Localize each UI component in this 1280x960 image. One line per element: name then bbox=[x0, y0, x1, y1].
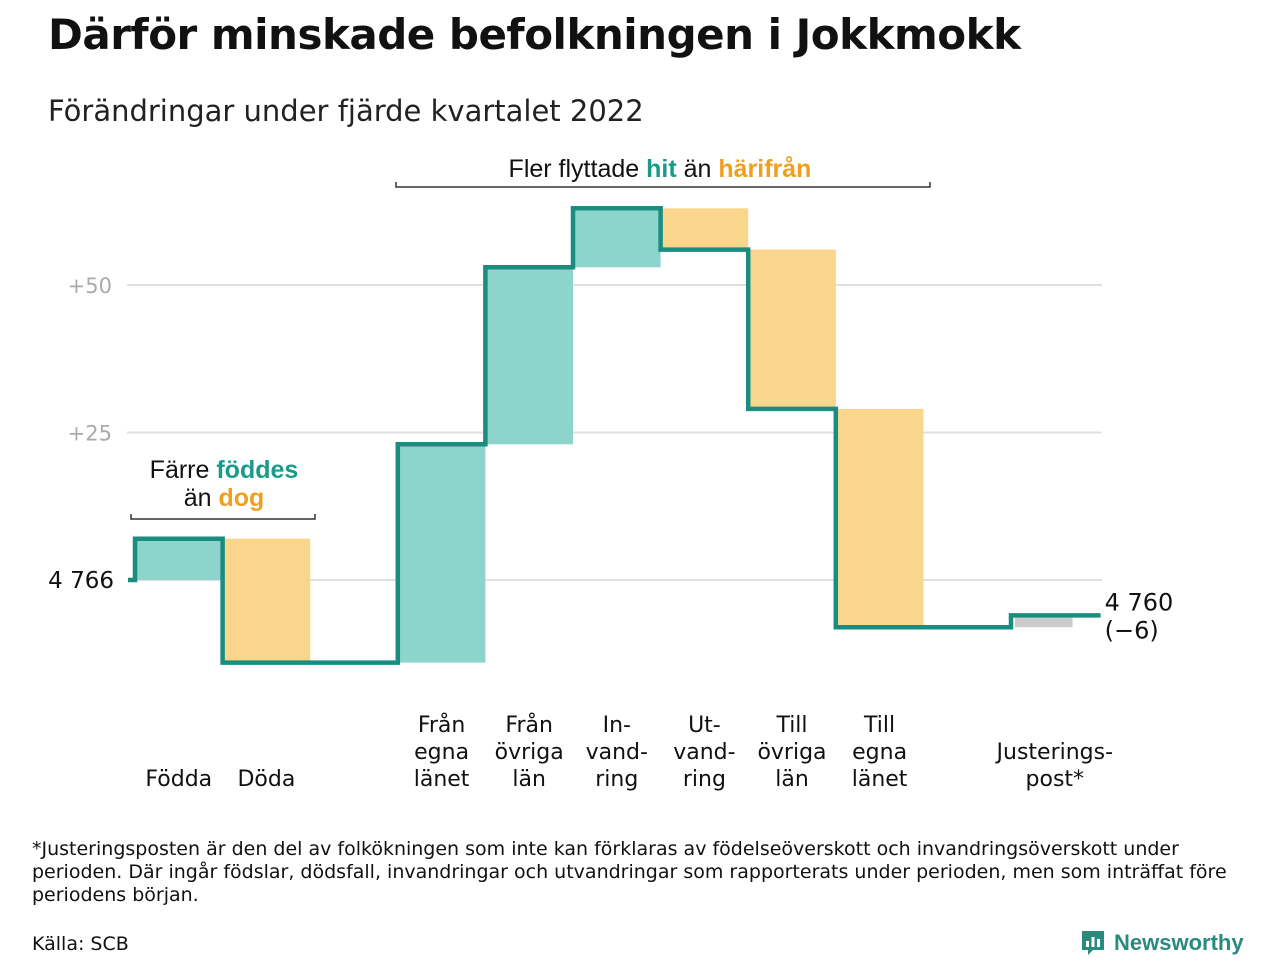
category-label: Till bbox=[863, 713, 895, 738]
category-label: egna bbox=[852, 740, 907, 765]
start-value-label: 4 766 bbox=[48, 568, 114, 594]
category-label: ring bbox=[595, 767, 638, 792]
bar-decrease bbox=[222, 538, 311, 663]
newsworthy-logo-icon bbox=[1082, 931, 1104, 955]
annotation-bracket bbox=[395, 182, 931, 188]
brand-name: Newsworthy bbox=[1114, 930, 1244, 955]
bar-increase bbox=[485, 267, 573, 445]
running-total-line bbox=[128, 206, 1101, 665]
annotation-text: än bbox=[677, 155, 719, 183]
bar-decrease bbox=[748, 249, 836, 409]
gridlines: +25 +50 bbox=[68, 274, 1102, 581]
bar-increase bbox=[135, 538, 223, 580]
migration-annotation: Fler flyttade hit än härifrån bbox=[395, 155, 931, 188]
category-label: Döda bbox=[237, 767, 295, 792]
category-label: post* bbox=[1026, 767, 1085, 792]
category-label: vand- bbox=[673, 740, 735, 765]
category-label: län bbox=[512, 767, 546, 792]
y-tick-label: +50 bbox=[68, 274, 112, 298]
category-label: In- bbox=[603, 713, 631, 738]
category-label: län bbox=[775, 767, 809, 792]
svg-text:Fler flyttade hit än härifrån: Fler flyttade hit än härifrån bbox=[509, 155, 812, 183]
annotation-text: Färre bbox=[150, 456, 217, 484]
category-label: Justerings- bbox=[995, 740, 1114, 765]
chart-subtitle: Förändringar under fjärde kvartalet 2022 bbox=[48, 94, 644, 128]
category-label: Födda bbox=[145, 767, 212, 792]
source-label: Källa: SCB bbox=[32, 933, 129, 955]
bar-increase bbox=[573, 208, 661, 268]
category-labels: Födda DödaFrånegnalänetFrånövrigalänIn-va… bbox=[145, 712, 1113, 792]
annotation-highlight-orange: härifrån bbox=[718, 155, 811, 183]
svg-text:Färre föddes: Färre föddes bbox=[150, 456, 299, 484]
category-label: länet bbox=[852, 767, 908, 792]
category-label: ring bbox=[683, 767, 726, 792]
category-label: vand- bbox=[586, 740, 648, 765]
waterfall-chart: +25+50 Födda DödaFrånegnalänetFrånövrigal… bbox=[48, 155, 1174, 792]
annotation-text: Fler flyttade bbox=[509, 155, 647, 183]
chart-title: Därför minskade befolkningen i Jokkmokk bbox=[48, 10, 1021, 59]
footnote: *Justeringsposten är den del av folkökni… bbox=[32, 838, 1227, 906]
bar-increase bbox=[397, 444, 486, 663]
category-label: länet bbox=[414, 767, 470, 792]
annotation-highlight-orange: dog bbox=[218, 484, 264, 512]
births-deaths-annotation: Färre föddes än dog bbox=[130, 456, 316, 520]
running-total-path bbox=[128, 206, 1101, 665]
category-label: Från bbox=[418, 712, 466, 738]
end-change-label: (−6) bbox=[1105, 616, 1159, 644]
bars bbox=[135, 208, 1073, 663]
annotation-highlight-teal: föddes bbox=[216, 456, 298, 484]
svg-text:än dog: än dog bbox=[184, 484, 265, 512]
end-value-label: 4 760 bbox=[1105, 588, 1174, 616]
bar-adjustment bbox=[1015, 615, 1073, 628]
category-label: egna bbox=[414, 740, 469, 765]
category-label: övriga bbox=[757, 740, 826, 765]
annotation-highlight-teal: hit bbox=[646, 155, 677, 183]
annotation-bracket bbox=[130, 514, 316, 520]
brand-logo[interactable]: Newsworthy bbox=[1080, 928, 1244, 958]
category-label: Ut- bbox=[688, 713, 721, 738]
annotation-text: än bbox=[184, 484, 219, 512]
bar-decrease bbox=[660, 208, 749, 250]
y-tick-label: +25 bbox=[68, 422, 112, 446]
category-label: Till bbox=[775, 713, 807, 738]
category-label: övriga bbox=[495, 740, 564, 765]
bar-decrease bbox=[835, 408, 924, 628]
category-label: Från bbox=[505, 712, 553, 738]
